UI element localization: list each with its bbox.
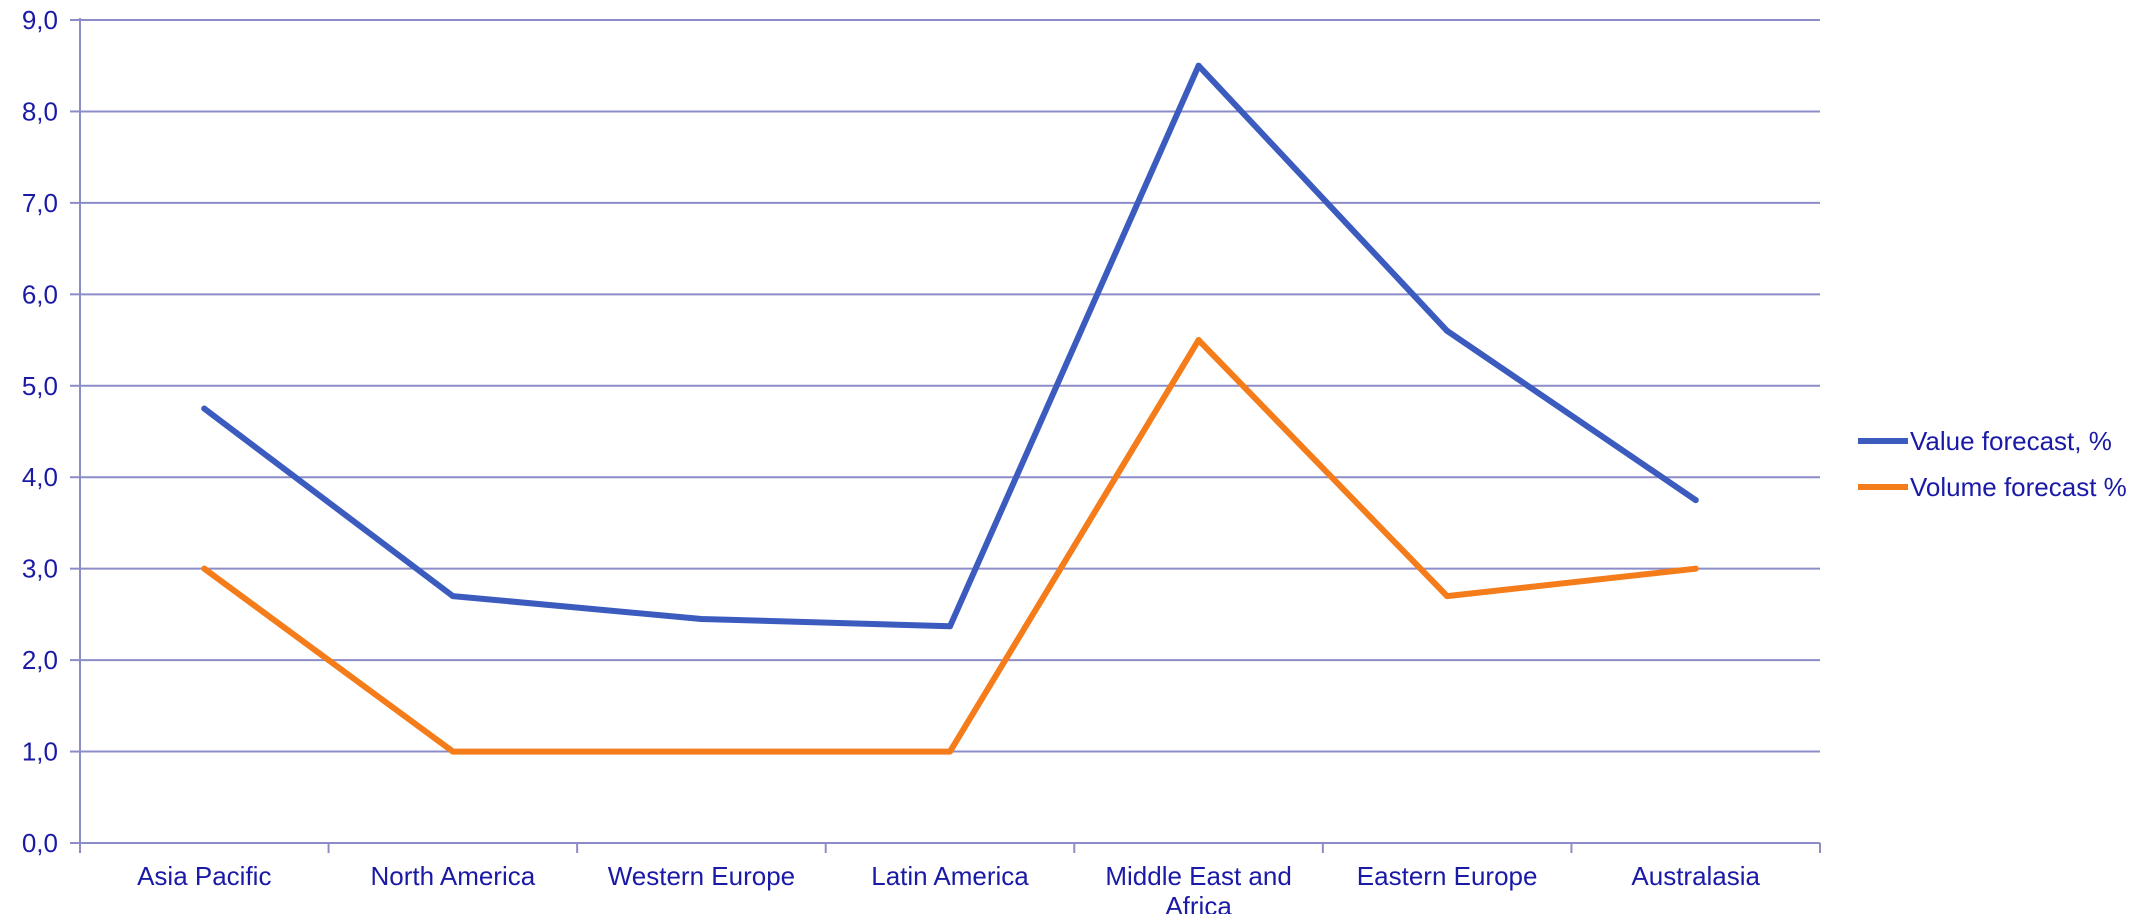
data-point [1444, 593, 1451, 600]
y-tick-label: 0,0 [22, 828, 58, 858]
x-tick-label: Western Europe [608, 861, 795, 891]
data-point [1692, 497, 1699, 504]
y-tick-label: 3,0 [22, 554, 58, 584]
series-line-0 [201, 62, 1699, 630]
x-tick-label: Middle East and Africa [1105, 861, 1291, 914]
data-point [1195, 337, 1202, 344]
x-tick-label: North America [370, 861, 535, 891]
data-point [449, 748, 456, 755]
legend-label: Value forecast, % [1910, 426, 2112, 456]
data-point [947, 748, 953, 755]
legend-label: Volume forecast % [1910, 472, 2127, 502]
axes [70, 18, 1821, 853]
data-point [698, 615, 705, 622]
series-lines [201, 62, 1699, 755]
y-tick-label: 5,0 [22, 371, 58, 401]
data-point [1692, 565, 1699, 572]
y-tick-label: 2,0 [22, 645, 58, 675]
x-tick-labels: Asia Pacific North America Western Europe L… [137, 861, 1760, 914]
y-tick-label: 9,0 [22, 5, 58, 35]
data-point [201, 565, 208, 572]
data-point [1195, 62, 1202, 69]
series-line-1 [201, 337, 1699, 755]
data-point [1444, 327, 1451, 334]
data-point [947, 623, 953, 630]
data-point [449, 593, 456, 600]
y-tick-label: 6,0 [22, 279, 58, 309]
data-point [201, 405, 208, 412]
y-tick-label: 8,0 [22, 96, 58, 126]
y-tick-label: 4,0 [22, 462, 58, 492]
y-tick-labels: 0,0 1,0 2,0 3,0 4,0 5,0 6,0 7,0 8,0 9,0 [22, 5, 58, 858]
x-tick-label: Eastern Europe [1357, 861, 1538, 891]
y-tick-label: 1,0 [22, 737, 58, 767]
y-tick-label: 7,0 [22, 188, 58, 218]
x-tick-label: Asia Pacific [137, 861, 271, 891]
x-tick-label: Latin America [871, 861, 1029, 891]
legend: Value forecast, % Volume forecast % [1858, 426, 2127, 502]
data-point [698, 748, 705, 755]
grid-lines [80, 19, 1820, 753]
x-tick-label: Australasia [1631, 861, 1760, 891]
